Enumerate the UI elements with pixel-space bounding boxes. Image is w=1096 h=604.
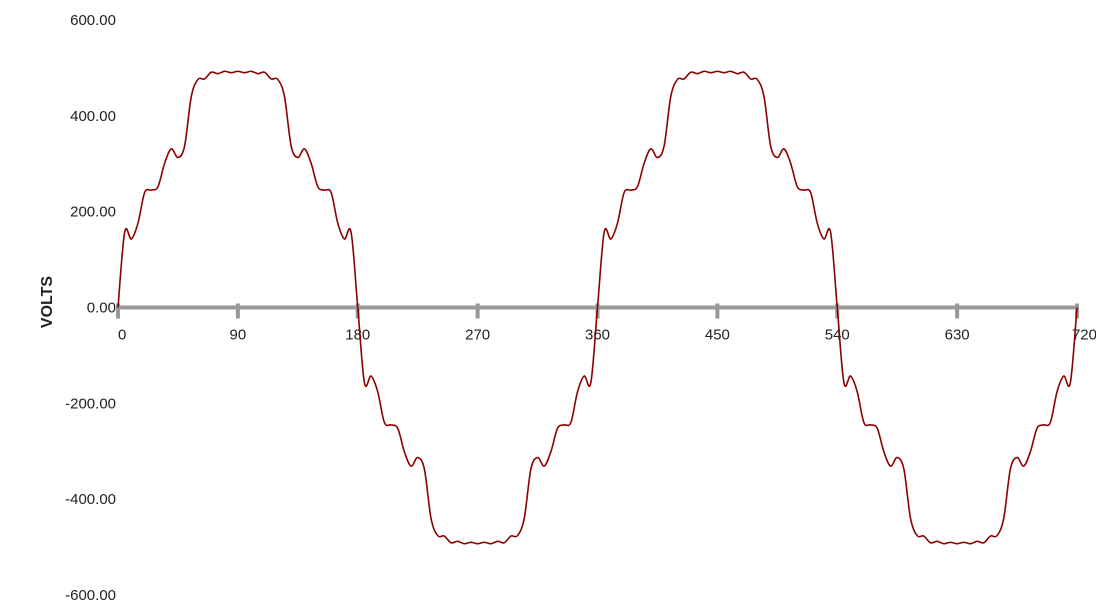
y-axis-ticks: 600.00 400.00 200.00 0.00 -200.00 -400.00 -600… — [65, 12, 116, 604]
x-tick-label: 630 — [945, 327, 970, 344]
y-tick-label: -200.00 — [65, 395, 116, 412]
x-tick-label: 360 — [585, 327, 610, 344]
y-axis-title: VOLTS — [39, 276, 56, 328]
y-tick-label: 400.00 — [70, 108, 116, 125]
x-tick-label: 90 — [230, 327, 247, 344]
x-tick-label: 540 — [825, 327, 850, 344]
y-tick-label: -400.00 — [65, 491, 116, 508]
y-tick-label: 600.00 — [70, 12, 116, 29]
x-tick-label: 720 — [1072, 327, 1096, 344]
x-tick-label: 450 — [705, 327, 730, 344]
x-tick-label: 0 — [118, 327, 126, 344]
x-tick-label: 180 — [345, 327, 370, 344]
x-tick-label: 270 — [465, 327, 490, 344]
series-line — [117, 70, 1078, 545]
y-tick-label: -600.00 — [65, 587, 116, 604]
y-tick-label: 200.00 — [70, 204, 116, 221]
y-tick-label: 0.00 — [87, 300, 116, 317]
